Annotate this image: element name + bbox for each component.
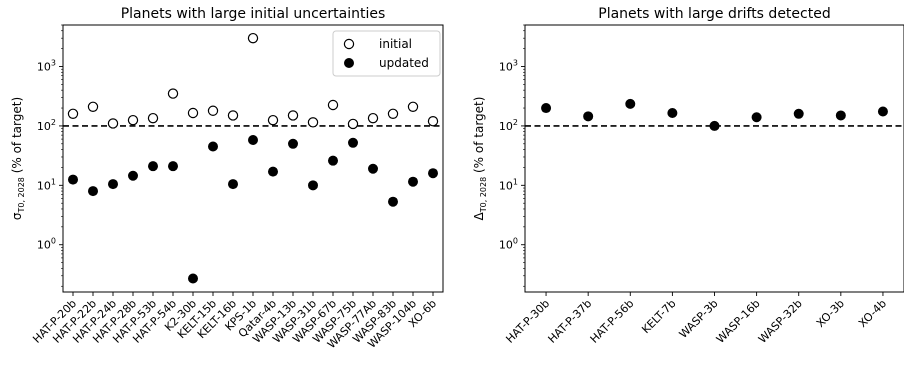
data-point-initial [347,118,359,130]
data-point-updated [308,180,318,191]
data-point-initial [167,88,179,99]
data-point-initial [107,118,119,129]
data-point-updated [128,170,138,181]
chart-panel-1: Planets with large initial uncertainties… [10,6,444,351]
data-point-updated [108,179,118,190]
chart-panel-2: Planets with large drifts detected 100 101… [472,6,904,346]
data-point-updated [148,161,158,172]
x-tick-label: WASP-32b [756,297,805,346]
legend-marker-updated [344,58,354,68]
x-tick-label: HAT-P-30b [503,297,552,346]
legend-label-updated: updated [379,56,429,70]
data-point-value [541,103,552,114]
data-point-initial [367,112,379,124]
data-point-updated [388,196,398,207]
data-point-initial [87,101,99,112]
x-tick-label: HAT-P-56b [588,297,637,346]
y-tick-label: 103 [37,59,56,74]
data-point-initial [307,117,319,128]
x-tick-label: XO-3b [814,297,847,330]
data-point-updated [268,166,278,177]
data-point-updated [208,141,218,152]
data-point-updated [188,273,198,284]
chart-title: Planets with large drifts detected [598,6,830,22]
x-tick-label: XO-4b [856,297,889,330]
data-point-updated [228,179,238,190]
data-point-initial [207,105,219,116]
y-tick-label: 100 [37,237,56,252]
data-point-initial [227,110,239,121]
data-point-value [667,108,678,119]
data-point-updated [408,176,418,187]
data-point-updated [368,163,378,174]
data-point-value [625,98,636,109]
plot-frame [524,24,904,293]
data-point-updated [328,155,338,166]
data-point-updated [288,138,298,149]
data-point-initial [267,114,279,126]
y-axis-label: ΔT0, 2028 (% of target) [472,97,488,221]
data-point-initial [327,99,339,111]
data-point-initial [407,101,419,112]
legend-label-initial: initial [379,37,412,51]
y-tick-label: 100 [499,237,518,252]
data-point-updated [348,137,358,148]
x-tick-label: HAT-P-37b [546,297,595,346]
data-point-initial [147,112,159,124]
data-point-value [793,108,804,119]
legend-box [332,30,441,77]
data-point-initial [67,108,79,119]
data-point-value [835,110,846,121]
y-tick-label: 103 [499,59,518,74]
legend-marker-initial [343,38,355,50]
data-point-initial [287,110,299,121]
y-axis-label: σT0, 2028 (% of target) [10,97,26,220]
data-point-initial [247,32,259,44]
y-tick-label: 102 [499,118,518,133]
data-point-value [751,112,762,123]
plot-frame [62,24,444,293]
data-point-initial [127,114,139,126]
data-point-value [709,120,720,131]
data-point-initial [387,108,399,119]
data-point-updated [68,174,78,185]
y-tick-label: 102 [37,118,56,133]
data-point-updated [248,134,258,145]
data-point-value [877,106,888,117]
data-point-value [583,111,594,122]
data-point-updated [428,168,438,179]
data-point-updated [88,186,98,197]
y-tick-label: 101 [37,177,56,192]
x-tick-label: KELT-7b [639,297,678,336]
y-tick-label: 101 [499,177,518,192]
x-tick-label: WASP-16b [714,297,763,346]
legend: initial updated [332,30,441,77]
x-tick-label: WASP-3b [677,297,721,341]
data-point-updated [168,161,178,172]
chart-title: Planets with large initial uncertainties [121,6,386,22]
data-point-initial [187,107,199,119]
data-point-initial [427,116,439,127]
